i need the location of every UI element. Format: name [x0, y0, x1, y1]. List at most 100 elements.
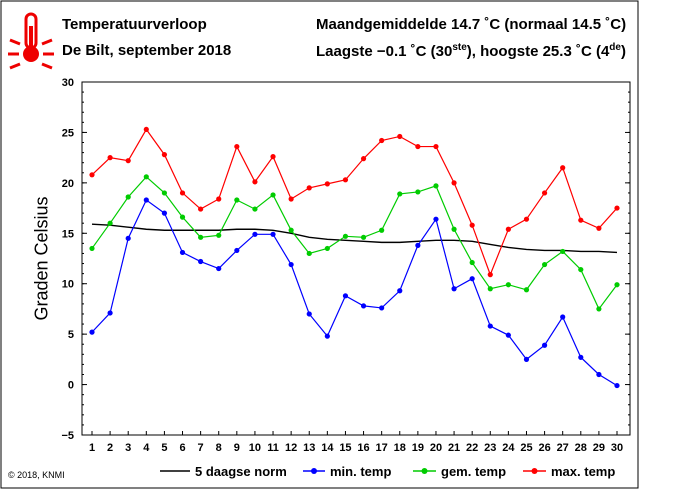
data-point-gem	[198, 234, 204, 240]
x-tick-label: 28	[575, 442, 587, 454]
data-point-min	[560, 314, 566, 320]
data-point-gem	[596, 306, 602, 312]
series-line-min	[91, 199, 618, 387]
data-point-gem	[415, 189, 421, 195]
x-tick-label: 3	[125, 442, 131, 454]
data-point-gem	[89, 245, 95, 252]
data-point-gem	[578, 266, 584, 273]
y-tick-label: 5	[68, 329, 74, 341]
data-point-max	[560, 165, 566, 171]
data-point-min	[161, 210, 168, 216]
data-point-max	[596, 225, 602, 231]
data-point-gem	[270, 192, 276, 198]
legend-label-gem: gem. temp	[441, 464, 506, 479]
stats-max-sup: de	[609, 42, 621, 53]
x-tick-label: 11	[267, 442, 279, 454]
data-point-min	[234, 247, 240, 254]
series-line-gem	[91, 175, 618, 311]
x-tick-label: 4	[143, 442, 150, 454]
x-tick-label: 26	[538, 442, 550, 454]
data-point-min	[379, 305, 385, 311]
data-point-max	[379, 137, 385, 144]
x-tick-label: 14	[321, 442, 334, 454]
data-point-max	[578, 217, 584, 223]
data-point-gem	[487, 286, 493, 292]
data-point-max	[125, 158, 131, 164]
data-point-gem	[614, 282, 620, 288]
y-tick-label: 15	[62, 228, 74, 240]
data-point-min	[415, 242, 421, 248]
legend-marker-max	[531, 468, 538, 474]
stats-max-text: ), hoogste 25.3 ˚C (4	[466, 43, 610, 60]
x-tick-label: 20	[430, 442, 442, 454]
data-point-gem	[379, 227, 385, 233]
data-point-gem	[306, 250, 312, 257]
data-point-min	[397, 288, 403, 294]
y-tick-label: 30	[62, 77, 74, 89]
data-point-min	[342, 293, 349, 299]
figure-border	[0, 0, 639, 489]
x-tick-label: 8	[216, 442, 222, 454]
data-point-max	[397, 133, 403, 140]
chart-title: Temperatuurverloop	[62, 16, 207, 33]
data-point-max	[360, 156, 367, 162]
x-tick-label: 24	[502, 442, 515, 454]
data-point-min	[107, 310, 113, 316]
stats-line-2: Laagste −0.1 ˚C (30ste), hoogste 25.3 ˚C…	[316, 42, 626, 60]
data-point-max	[216, 196, 222, 202]
data-point-max	[270, 154, 276, 160]
data-point-max	[614, 205, 620, 211]
data-point-max	[234, 143, 240, 150]
x-tick-label: 17	[376, 442, 388, 454]
data-point-min	[469, 276, 475, 282]
y-tick-label: 20	[62, 178, 74, 190]
data-point-max	[324, 181, 330, 187]
data-point-gem	[161, 190, 168, 196]
copyright: © 2018, KNMI	[8, 470, 65, 480]
data-point-min	[216, 265, 222, 272]
data-point-max	[107, 155, 113, 161]
data-point-max	[288, 196, 294, 202]
x-tick-label: 21	[448, 442, 460, 454]
data-point-gem	[469, 259, 475, 266]
data-point-min	[252, 231, 258, 237]
data-point-gem	[324, 245, 330, 252]
data-point-max	[342, 177, 349, 183]
x-tick-label: 22	[466, 442, 478, 454]
x-tick-label: 6	[179, 442, 185, 454]
data-point-gem	[125, 194, 131, 200]
y-tick-label: 10	[62, 279, 74, 291]
data-point-gem	[505, 282, 511, 288]
data-point-min	[270, 231, 276, 237]
data-point-gem	[451, 226, 457, 232]
x-tick-label: 18	[394, 442, 406, 454]
x-tick-label: 2	[107, 442, 113, 454]
data-point-min	[451, 286, 457, 292]
data-point-gem	[179, 214, 186, 220]
x-tick-label: 12	[285, 442, 297, 454]
data-point-max	[306, 185, 312, 191]
data-point-max	[469, 222, 475, 228]
x-tick-label: 16	[357, 442, 369, 454]
data-point-gem	[107, 220, 113, 226]
x-tick-label: 19	[412, 442, 424, 454]
stats-line-1: Maandgemiddelde 14.7 ˚C (normaal 14.5 ˚C…	[316, 16, 627, 33]
legend-label-max: max. temp	[551, 464, 615, 479]
stats-min-text: Laagste −0.1 ˚C (30	[316, 43, 453, 60]
data-point-min	[596, 371, 602, 378]
x-tick-label: 29	[593, 442, 605, 454]
data-point-min	[523, 356, 530, 362]
data-point-gem	[252, 206, 258, 212]
data-point-min	[143, 197, 149, 203]
x-tick-label: 30	[611, 442, 623, 454]
x-tick-label: 27	[557, 442, 569, 454]
stats-min-sup: ste	[452, 42, 467, 53]
data-point-gem	[288, 227, 294, 233]
data-point-max	[89, 172, 95, 178]
data-point-min	[541, 342, 548, 348]
x-tick-label: 5	[161, 442, 167, 454]
x-tick-label: 9	[234, 442, 240, 454]
data-point-gem	[523, 287, 530, 293]
